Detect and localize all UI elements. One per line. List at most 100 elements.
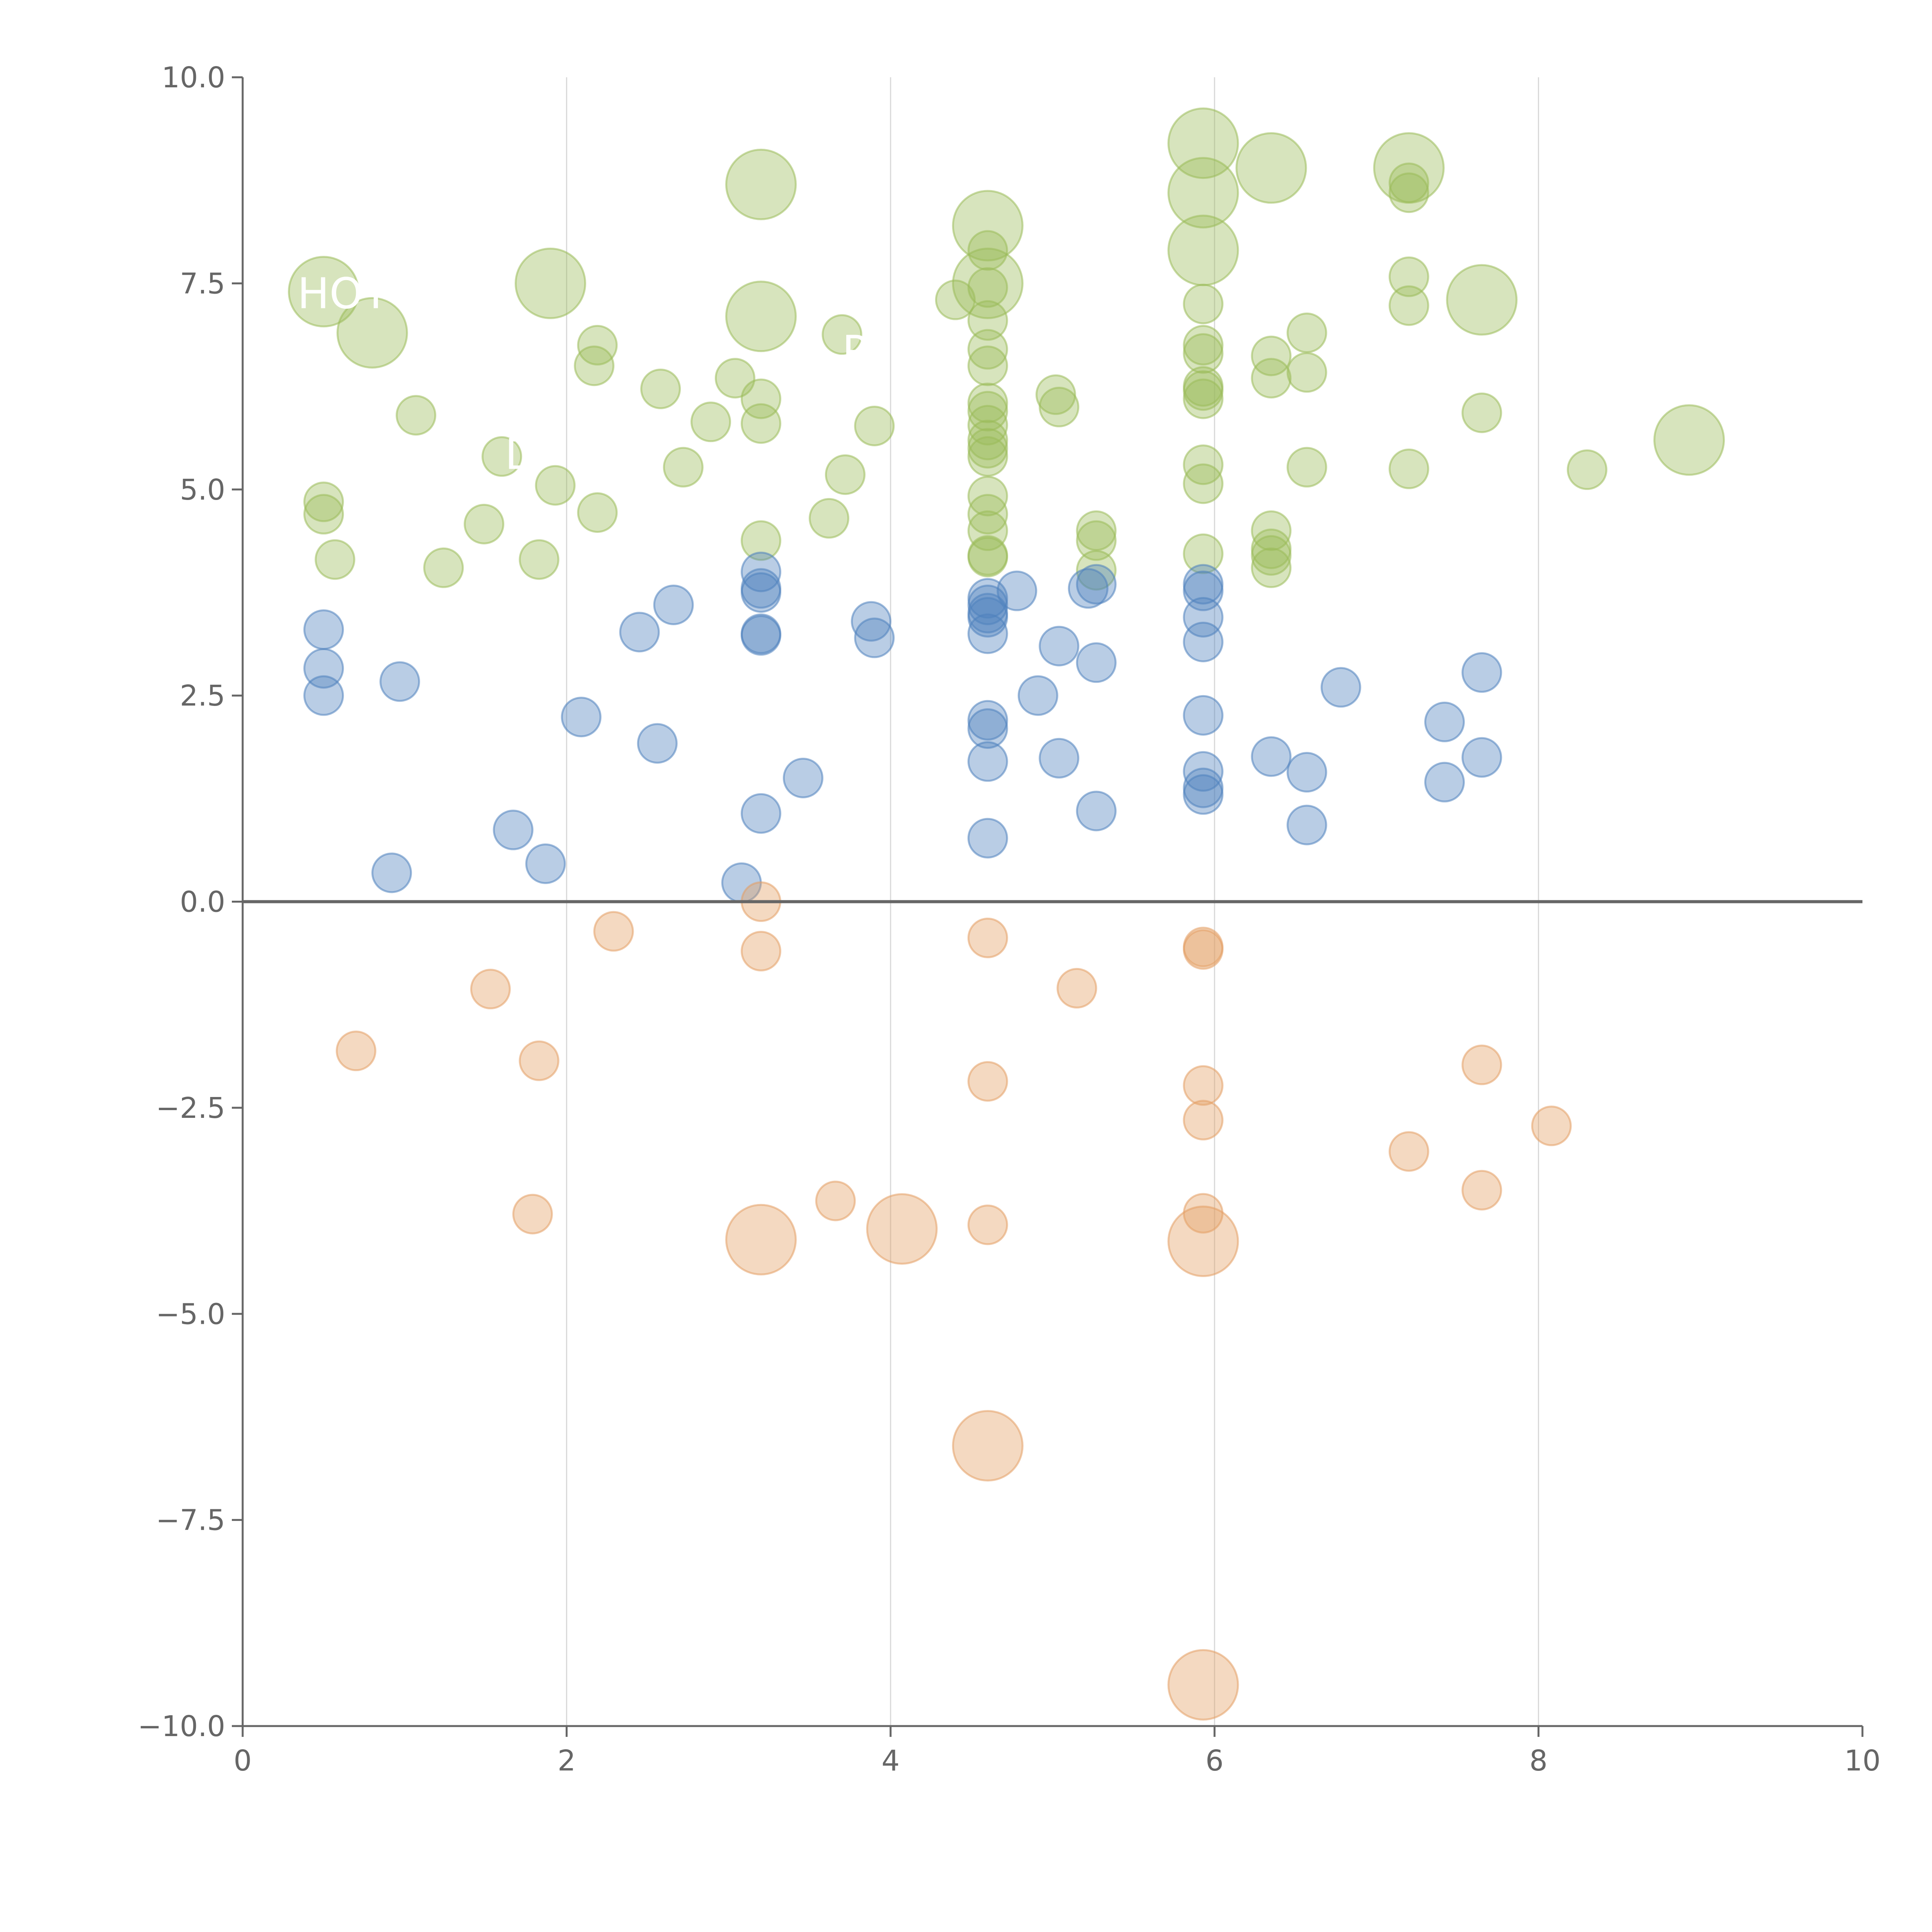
data-point-high bbox=[1388, 162, 1429, 203]
data-point-mid bbox=[1286, 752, 1327, 793]
data-point-low bbox=[470, 969, 511, 1010]
data-point-high bbox=[825, 454, 866, 495]
y-tick-label: 5.0 bbox=[180, 473, 225, 507]
annotations: HOT D P bbox=[243, 269, 1862, 903]
data-point-high bbox=[1183, 533, 1224, 574]
data-point-mid bbox=[967, 700, 1008, 741]
data-point-high bbox=[577, 492, 618, 533]
data-point-low bbox=[1183, 929, 1224, 970]
x-tick-label: 0 bbox=[233, 1744, 252, 1777]
data-point-high bbox=[1251, 358, 1292, 399]
data-point-low bbox=[512, 1194, 553, 1235]
data-point-high bbox=[967, 405, 1008, 446]
data-point-high bbox=[740, 403, 781, 444]
data-point-low bbox=[967, 917, 1008, 958]
data-point-high bbox=[952, 247, 1024, 319]
data-point-high bbox=[967, 537, 1008, 578]
data-point-high bbox=[1076, 520, 1117, 561]
x-tick-label: 8 bbox=[1529, 1744, 1548, 1777]
data-point-high bbox=[1388, 172, 1429, 213]
data-point-high bbox=[1251, 547, 1292, 588]
data-point-high bbox=[574, 345, 615, 386]
data-point-high bbox=[535, 465, 576, 506]
data-point-high bbox=[1167, 157, 1239, 229]
data-point-high bbox=[690, 401, 731, 442]
data-point-mid bbox=[1461, 737, 1502, 778]
data-point-high bbox=[1286, 447, 1327, 488]
data-point-high bbox=[1039, 386, 1080, 427]
y-tick-label: −2.5 bbox=[156, 1092, 225, 1125]
x-tick-label: 10 bbox=[1844, 1744, 1881, 1777]
data-point-high bbox=[854, 405, 895, 446]
data-point-high bbox=[1183, 333, 1224, 374]
data-point-mid bbox=[967, 597, 1008, 638]
y-tick-label: −5.0 bbox=[156, 1298, 225, 1331]
data-point-mid bbox=[637, 723, 678, 764]
y-tick-label: 7.5 bbox=[180, 267, 225, 300]
data-point-high bbox=[1251, 335, 1292, 376]
data-point-high bbox=[1388, 285, 1429, 326]
data-point-high bbox=[935, 279, 976, 320]
data-point-mid bbox=[1039, 626, 1080, 667]
data-point-high bbox=[967, 391, 1008, 432]
data-point-high bbox=[1235, 132, 1307, 204]
data-point-mid bbox=[1183, 751, 1224, 792]
data-point-high bbox=[514, 247, 586, 319]
data-point-mid bbox=[303, 675, 344, 716]
data-point-high bbox=[967, 267, 1008, 308]
data-point-low bbox=[866, 1193, 938, 1265]
data-point-mid bbox=[653, 584, 694, 625]
data-point-mid bbox=[1039, 738, 1080, 779]
data-point-mid bbox=[1424, 762, 1465, 803]
data-point-mid bbox=[967, 741, 1008, 782]
data-point-high bbox=[821, 314, 862, 355]
data-point-mid bbox=[740, 793, 781, 834]
data-point-low bbox=[815, 1180, 856, 1221]
data-point-high bbox=[336, 297, 408, 369]
data-point-high bbox=[1183, 463, 1224, 504]
data-point-mid bbox=[967, 613, 1008, 654]
data-point-high bbox=[1251, 535, 1292, 576]
x-tick-label: 4 bbox=[881, 1744, 900, 1777]
annotation-label: P bbox=[842, 327, 867, 376]
data-point-low bbox=[1167, 1206, 1239, 1277]
data-point-mid bbox=[1076, 791, 1117, 832]
data-point-high bbox=[1461, 392, 1502, 433]
data-point-mid bbox=[1183, 621, 1224, 662]
data-point-high bbox=[1183, 325, 1224, 366]
data-point-mid bbox=[303, 609, 344, 650]
data-point-high bbox=[315, 539, 355, 580]
data-point-high bbox=[1183, 370, 1224, 411]
data-point-high bbox=[481, 436, 522, 477]
data-point-high bbox=[967, 345, 1008, 386]
data-point-low bbox=[519, 1040, 560, 1081]
x-tick-label: 6 bbox=[1206, 1744, 1224, 1777]
data-point-high bbox=[967, 428, 1008, 469]
data-point-low bbox=[1531, 1105, 1572, 1146]
data-point-low bbox=[967, 1204, 1008, 1245]
data-point-high bbox=[423, 547, 464, 588]
data-point-high bbox=[740, 378, 781, 419]
data-point-low bbox=[593, 911, 634, 952]
data-point-high bbox=[1446, 264, 1518, 336]
data-point-low bbox=[1388, 1131, 1429, 1172]
data-point-mid bbox=[1183, 774, 1224, 815]
data-point-high bbox=[303, 494, 344, 535]
data-point-mid bbox=[1461, 652, 1502, 693]
data-point-high bbox=[967, 420, 1008, 461]
data-points bbox=[288, 107, 1725, 1721]
data-point-high bbox=[967, 300, 1008, 341]
data-point-mid bbox=[967, 708, 1008, 749]
data-point-high bbox=[740, 520, 781, 561]
data-point-high bbox=[809, 498, 850, 539]
data-point-mid bbox=[740, 572, 781, 613]
data-point-high bbox=[519, 539, 560, 580]
data-point-mid bbox=[1183, 695, 1224, 736]
data-point-high bbox=[396, 395, 437, 436]
data-point-high bbox=[1167, 214, 1239, 286]
data-point-mid bbox=[782, 757, 823, 798]
data-point-high bbox=[967, 494, 1008, 535]
data-point-high bbox=[725, 148, 797, 220]
